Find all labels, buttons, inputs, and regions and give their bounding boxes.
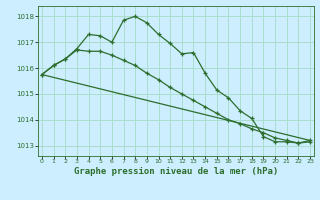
X-axis label: Graphe pression niveau de la mer (hPa): Graphe pression niveau de la mer (hPa) bbox=[74, 167, 278, 176]
